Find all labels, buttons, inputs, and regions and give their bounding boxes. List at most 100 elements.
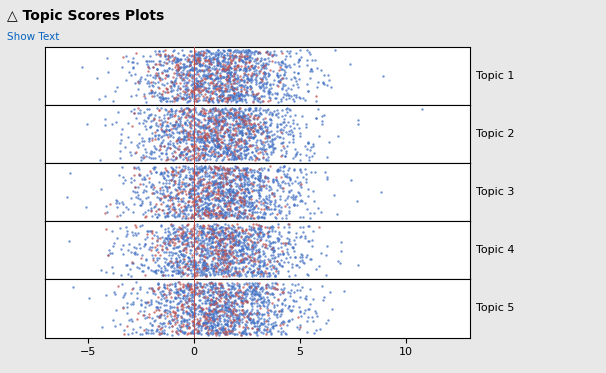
Point bbox=[247, 209, 256, 214]
Point bbox=[242, 89, 251, 95]
Point bbox=[176, 288, 185, 294]
Point bbox=[161, 85, 171, 91]
Point bbox=[236, 54, 246, 60]
Point bbox=[212, 251, 222, 257]
Point bbox=[186, 330, 196, 336]
Point bbox=[211, 119, 221, 125]
Point bbox=[208, 113, 218, 119]
Point bbox=[218, 283, 227, 289]
Point bbox=[182, 260, 192, 266]
Point bbox=[299, 224, 308, 230]
Point bbox=[213, 322, 223, 328]
Point bbox=[207, 326, 216, 332]
Point bbox=[278, 94, 288, 100]
Point bbox=[211, 301, 221, 307]
Point bbox=[327, 306, 337, 312]
Point bbox=[281, 150, 291, 156]
Point bbox=[246, 203, 256, 209]
Point bbox=[252, 128, 262, 134]
Point bbox=[224, 125, 234, 131]
Point bbox=[221, 256, 231, 262]
Point bbox=[301, 233, 310, 239]
Point bbox=[276, 72, 285, 78]
Point bbox=[145, 228, 155, 234]
Point bbox=[265, 225, 275, 231]
Point bbox=[185, 282, 195, 288]
Point bbox=[224, 323, 233, 329]
Point bbox=[250, 204, 259, 210]
Point bbox=[191, 66, 201, 72]
Point bbox=[211, 285, 221, 291]
Point bbox=[196, 331, 206, 337]
Point bbox=[311, 115, 321, 121]
Point bbox=[195, 225, 204, 231]
Point bbox=[126, 72, 136, 78]
Point bbox=[197, 62, 207, 68]
Point bbox=[278, 119, 288, 125]
Point bbox=[213, 167, 222, 173]
Point bbox=[211, 191, 221, 197]
Point bbox=[178, 152, 187, 158]
Point bbox=[221, 74, 231, 80]
Point bbox=[220, 247, 230, 253]
Point bbox=[241, 82, 250, 88]
Point bbox=[242, 52, 251, 58]
Point bbox=[253, 270, 262, 276]
Point bbox=[128, 178, 138, 184]
Point bbox=[196, 198, 205, 204]
Point bbox=[270, 285, 279, 291]
Point bbox=[207, 88, 216, 94]
Point bbox=[225, 260, 235, 266]
Point bbox=[190, 186, 200, 192]
Point bbox=[296, 95, 305, 101]
Point bbox=[178, 235, 187, 241]
Point bbox=[139, 152, 148, 158]
Point bbox=[197, 130, 207, 136]
Point bbox=[238, 83, 248, 89]
Point bbox=[204, 295, 213, 301]
Point bbox=[215, 198, 224, 204]
Point bbox=[195, 330, 204, 336]
Point bbox=[215, 152, 225, 158]
Point bbox=[251, 139, 261, 145]
Point bbox=[178, 210, 188, 216]
Point bbox=[198, 238, 207, 244]
Point bbox=[195, 50, 205, 56]
Point bbox=[304, 186, 313, 192]
Point bbox=[227, 52, 237, 58]
Point bbox=[195, 207, 204, 213]
Point bbox=[185, 95, 195, 101]
Point bbox=[198, 242, 208, 248]
Point bbox=[176, 57, 185, 63]
Point bbox=[222, 317, 232, 323]
Point bbox=[195, 67, 204, 73]
Point bbox=[164, 89, 173, 95]
Point bbox=[178, 181, 187, 187]
Point bbox=[207, 106, 216, 112]
Point bbox=[256, 119, 265, 125]
Point bbox=[235, 270, 244, 276]
Point bbox=[192, 116, 202, 122]
Point bbox=[221, 252, 230, 258]
Point bbox=[166, 171, 176, 177]
Point bbox=[235, 252, 244, 258]
Point bbox=[256, 178, 265, 184]
Point bbox=[147, 228, 156, 233]
Point bbox=[227, 328, 237, 334]
Point bbox=[204, 229, 213, 235]
Point bbox=[217, 187, 227, 193]
Point bbox=[211, 233, 221, 239]
Point bbox=[238, 138, 248, 144]
Point bbox=[229, 91, 239, 97]
Point bbox=[236, 53, 245, 59]
Point bbox=[219, 48, 228, 54]
Point bbox=[208, 325, 218, 331]
Point bbox=[259, 119, 269, 125]
Point bbox=[234, 238, 244, 244]
Point bbox=[204, 95, 214, 101]
Point bbox=[158, 187, 167, 193]
Point bbox=[239, 281, 249, 287]
Point bbox=[228, 108, 238, 114]
Point bbox=[264, 242, 273, 248]
Point bbox=[213, 180, 223, 186]
